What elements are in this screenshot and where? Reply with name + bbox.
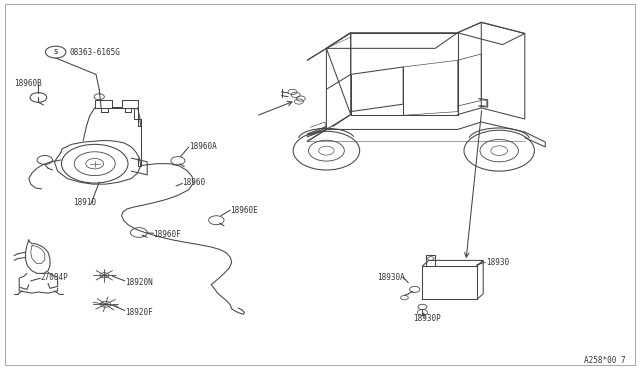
Text: 18960F: 18960F — [154, 230, 181, 239]
Text: 18930A: 18930A — [378, 273, 405, 282]
Text: 18960A: 18960A — [189, 142, 216, 151]
Text: 18920N: 18920N — [125, 278, 152, 287]
Text: 18960B: 18960B — [14, 79, 42, 88]
Text: 18920F: 18920F — [125, 308, 152, 317]
Text: 18930: 18930 — [486, 258, 509, 267]
Text: 18910: 18910 — [74, 198, 97, 207]
Text: S: S — [54, 49, 58, 55]
Text: 18960E: 18960E — [230, 206, 258, 215]
Text: 27084P: 27084P — [40, 273, 68, 282]
Text: 18960: 18960 — [182, 178, 205, 187]
Text: 18930P: 18930P — [413, 314, 440, 323]
Text: 08363-6165G: 08363-6165G — [69, 48, 120, 57]
Text: A258*00 7: A258*00 7 — [584, 356, 626, 365]
